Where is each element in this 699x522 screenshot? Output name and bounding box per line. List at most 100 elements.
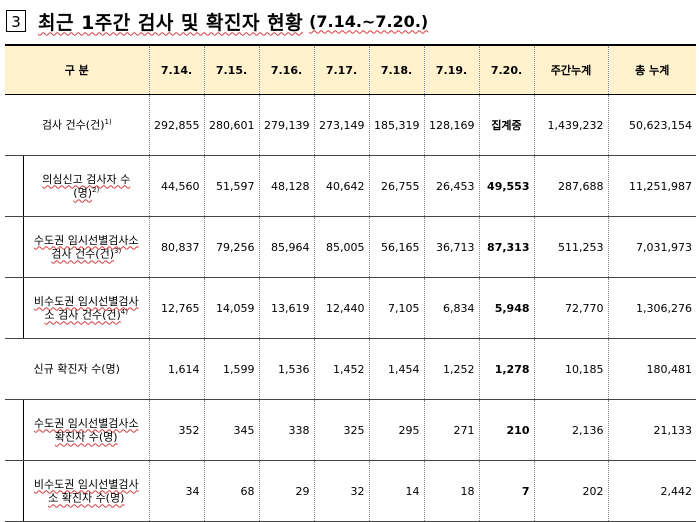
row-label: 수도권 임시선별검사소 검사 건수(건) (33, 233, 139, 261)
row-label-cell-indented: 의심신고 검사자 수(명)2) (5, 155, 149, 217)
value-cell: 1,614 (148, 338, 204, 400)
value-cell: 338 (258, 399, 314, 461)
value-cell: 72,770 (533, 277, 608, 339)
value-cell: 14,059 (203, 277, 259, 339)
value-cell: 5,948 (478, 277, 534, 339)
table-row: 의심신고 검사자 수(명)2) 44,560 51,597 48,128 40,642 2… (5, 155, 696, 217)
value-cell: 1,439,232 (533, 94, 608, 156)
value-cell: 7,105 (368, 277, 424, 339)
value-cell: 12,440 (313, 277, 369, 339)
value-cell: 87,313 (478, 216, 534, 278)
value-cell: 50,623,154 (607, 94, 696, 156)
value-cell: 36,713 (423, 216, 479, 278)
value-cell: 1,452 (313, 338, 369, 400)
row-label-cell: 신규 확진자 수(명) (5, 338, 149, 400)
value-cell: 11,251,987 (607, 155, 696, 217)
value-cell: 80,837 (148, 216, 204, 278)
header-cell: 7.15. (203, 44, 259, 95)
value-cell: 26,755 (368, 155, 424, 217)
value-cell: 1,306,276 (607, 277, 696, 339)
header-cell: 7.20. (478, 44, 534, 95)
value-cell: 85,964 (258, 216, 314, 278)
value-cell: 345 (203, 399, 259, 461)
table-row: 비수도권 임시선별검사소 확진자 수(명) 34 68 29 32 14 18 7 202 2,4… (5, 460, 696, 522)
value-cell: 29 (258, 460, 314, 522)
value-cell: 280,601 (203, 94, 259, 156)
header-cell: 7.16. (258, 44, 314, 95)
row-label-cell-indented: 수도권 임시선별검사소 확진자 수(명) (5, 399, 149, 461)
value-cell: 292,855 (148, 94, 204, 156)
title-text: 최근 1주간 검사 및 확진자 현황 (38, 11, 304, 34)
table-body: 검사 건수(건)1) 292,855 280,601 279,139 273,149 18… (5, 94, 696, 522)
value-cell: 180,481 (607, 338, 696, 400)
value-cell: 273,149 (313, 94, 369, 156)
footnote-marker: 1) (104, 118, 112, 127)
value-cell: 295 (368, 399, 424, 461)
value-cell: 210 (478, 399, 534, 461)
row-label: 수도권 임시선별검사소 확진자 수(명) (33, 416, 139, 444)
value-cell: 18 (423, 460, 479, 522)
value-cell: 279,139 (258, 94, 314, 156)
value-cell: 12,765 (148, 277, 204, 339)
value-cell: 10,185 (533, 338, 608, 400)
header-row: 구 분 7.14. 7.15. 7.16. 7.17. 7.18. 7.19. 7.20. 주간… (5, 44, 696, 95)
row-label-cell-indented: 수도권 임시선별검사소 검사 건수(건)3) (5, 216, 149, 278)
footnote-marker: 3) (114, 246, 122, 255)
header-cell: 7.19. (423, 44, 479, 95)
value-cell: 1,536 (258, 338, 314, 400)
value-cell: 34 (148, 460, 204, 522)
header-cell: 총 누계 (607, 44, 696, 95)
header-cell: 7.14. (148, 44, 204, 95)
value-cell: 26,453 (423, 155, 479, 217)
header-cell: 7.18. (368, 44, 424, 95)
table-row: 비수도권 임시선별검사소 검사 건수(건)4) 12,765 14,059 13,61… (5, 277, 696, 339)
value-cell: 1,252 (423, 338, 479, 400)
row-label: 신규 확진자 수(명) (33, 362, 120, 376)
value-cell: 6,834 (423, 277, 479, 339)
value-cell: 287,688 (533, 155, 608, 217)
table-row: 신규 확진자 수(명) 1,614 1,599 1,536 1,452 1,454 1,25… (5, 338, 696, 400)
value-cell: 1,278 (478, 338, 534, 400)
row-label: 비수도권 임시선별검사소 검사 건수(건) (33, 294, 139, 322)
row-label: 의심신고 검사자 수(명) (42, 172, 131, 200)
report-title: 3 최근 1주간 검사 및 확진자 현황 (7.14.~7.20.) (6, 6, 428, 36)
row-label: 비수도권 임시선별검사소 확진자 수(명) (33, 477, 139, 505)
value-cell: 40,642 (313, 155, 369, 217)
value-cell: 2,442 (607, 460, 696, 522)
value-cell: 32 (313, 460, 369, 522)
value-cell: 325 (313, 399, 369, 461)
value-cell: 44,560 (148, 155, 204, 217)
row-label: 검사 건수(건) (41, 118, 105, 132)
value-cell: 51,597 (203, 155, 259, 217)
footnote-marker: 4) (120, 307, 128, 316)
value-cell: 2,136 (533, 399, 608, 461)
value-cell: 352 (148, 399, 204, 461)
weekly-status-table: 구 분 7.14. 7.15. 7.16. 7.17. 7.18. 7.19. 7.20. 주간… (5, 44, 696, 522)
header-cell: 주간누계 (533, 44, 608, 95)
value-cell: 집계중 (478, 94, 534, 156)
title-period: (7.14.~7.20.) (309, 11, 429, 31)
value-cell: 7,031,973 (607, 216, 696, 278)
row-label-cell-indented: 비수도권 임시선별검사소 검사 건수(건)4) (5, 277, 149, 339)
table-row: 검사 건수(건)1) 292,855 280,601 279,139 273,149 18… (5, 94, 696, 156)
value-cell: 85,005 (313, 216, 369, 278)
value-cell: 1,599 (203, 338, 259, 400)
table-row: 수도권 임시선별검사소 검사 건수(건)3) 80,837 79,256 85,964… (5, 216, 696, 278)
table-row: 수도권 임시선별검사소 확진자 수(명) 352 345 338 325 295 271 21… (5, 399, 696, 461)
footnote-marker: 2) (92, 185, 100, 194)
value-cell: 79,256 (203, 216, 259, 278)
value-cell: 13,619 (258, 277, 314, 339)
section-number: 3 (6, 10, 26, 32)
header-category: 구 분 (5, 44, 149, 95)
value-cell: 202 (533, 460, 608, 522)
row-label-cell-indented: 비수도권 임시선별검사소 확진자 수(명) (5, 460, 149, 522)
value-cell: 68 (203, 460, 259, 522)
header-cell: 7.17. (313, 44, 369, 95)
value-cell: 48,128 (258, 155, 314, 217)
value-cell: 128,169 (423, 94, 479, 156)
value-cell: 271 (423, 399, 479, 461)
value-cell: 7 (478, 460, 534, 522)
value-cell: 511,253 (533, 216, 608, 278)
value-cell: 14 (368, 460, 424, 522)
value-cell: 49,553 (478, 155, 534, 217)
